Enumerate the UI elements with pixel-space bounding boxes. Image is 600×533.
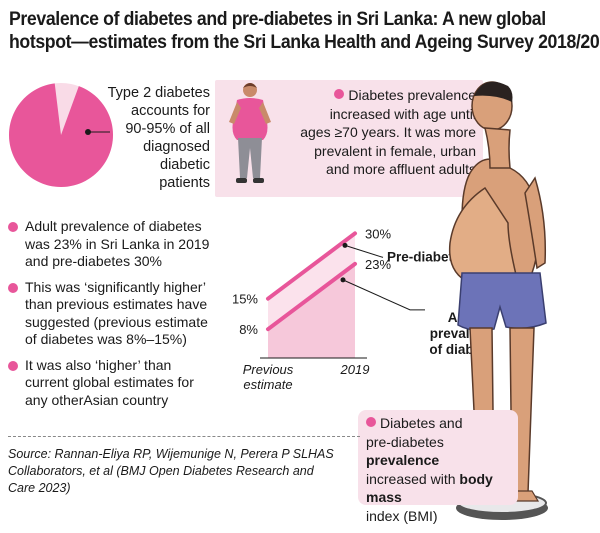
pie-slice-type2	[9, 83, 114, 187]
area-under-diabetes	[268, 263, 355, 358]
list-item-line: current global estimates for	[25, 374, 194, 390]
bmi-info-line-text: Diabetes and	[380, 415, 463, 431]
list-item-line: of diabetes was 8%–15%)	[25, 331, 187, 347]
age-info-line: prevalent in female, urban	[314, 142, 476, 159]
pie-caption-line: 90-95% of all	[125, 121, 210, 137]
pie-caption-line: diabetic	[160, 157, 210, 173]
list-item: This was ‘significantly higher’ than pre…	[8, 279, 238, 349]
series-line-pre-diabetes	[266, 231, 357, 301]
list-item-line: It was also ‘higher’ than	[25, 356, 172, 373]
bmi-text-bold: prevalence	[366, 452, 440, 468]
bmi-info-text: Diabetes and pre-diabetes prevalence inc…	[366, 414, 516, 525]
pie-caption-line: accounts for	[131, 103, 210, 119]
bullet-dot	[8, 282, 18, 293]
key-findings-list: Adult prevalence of diabetes was 23% in …	[8, 218, 238, 417]
list-item-line: Adult prevalence of diabetes	[25, 218, 202, 234]
source-line: Collaborators, et al (BMJ Open Diabetes …	[8, 464, 314, 478]
bmi-text-part: pre-diabetes	[366, 433, 444, 450]
age-info-line: ages ≥70 years. It was more	[300, 124, 476, 140]
data-label: 15%	[232, 292, 258, 307]
bullet-dot	[8, 360, 18, 371]
x-tick-label: Previous	[243, 362, 294, 377]
bmi-info-line: pre-diabetes prevalence	[366, 433, 516, 470]
pie-caption-line: patients	[159, 175, 210, 191]
prevalence-chart: 15%30%8%23%Pre-diabetesAdultprevalenceof…	[232, 226, 480, 392]
bullet-dot	[366, 417, 376, 427]
list-item: Adult prevalence of diabetes was 23% in …	[8, 218, 238, 271]
series-label: Pre-diabetes	[387, 249, 468, 264]
list-item-line: and pre-diabetes 30%	[25, 253, 162, 269]
list-item-line: was 23% in Sri Lanka in 2019	[25, 235, 210, 252]
source-line: Source: Rannan-Eliya RP, Wijemunige N, P…	[8, 447, 334, 461]
divider	[8, 436, 360, 437]
bmi-text-bold: body mass	[366, 470, 493, 506]
age-info-line: Diabetes prevalence	[290, 86, 476, 105]
pie-caption: Type 2 diabetes accounts for 90-95% of a…	[90, 84, 210, 192]
data-label: 30%	[365, 226, 391, 241]
page-title: Prevalence of diabetes and pre-diabetes …	[9, 8, 600, 54]
series-label-pointer-dot	[342, 242, 348, 248]
pie-caption-line: diagnosed	[143, 139, 210, 155]
title-line-2: hotspot—estimates from the Sri Lanka Hea…	[9, 32, 600, 53]
data-label: 8%	[239, 322, 258, 337]
series-label-pointer-dot	[340, 277, 346, 283]
list-item-line: any otherAsian country	[25, 391, 169, 408]
data-label: 23%	[365, 257, 391, 272]
x-tick-label: 2019	[340, 362, 370, 377]
bmi-info-line: increased with body mass	[366, 470, 516, 507]
list-item-line: than previous estimates have	[25, 296, 208, 312]
source-line: Care 2023)	[8, 481, 71, 495]
bmi-info-line: index (BMI)	[366, 507, 438, 524]
series-label: prevalence	[430, 326, 480, 341]
series-line-diabetes	[266, 261, 357, 332]
pie-caption-line: Type 2 diabetes	[107, 85, 210, 101]
series-label-pointer	[342, 279, 425, 311]
bmi-info-panel	[358, 410, 518, 505]
x-tick-label: estimate	[243, 377, 292, 392]
bullet-dot	[8, 222, 18, 232]
series-label-pointer	[344, 244, 384, 258]
bmi-text-part: increased with	[366, 470, 460, 487]
woman-figure-icon	[229, 83, 271, 183]
source-citation: Source: Rannan-Eliya RP, Wijemunige N, P…	[8, 446, 353, 497]
list-item-line: suggested (previous estimate	[25, 313, 208, 330]
pie-chart	[9, 83, 114, 187]
list-item: It was also ‘higher’ than current global…	[8, 357, 238, 410]
age-info-text: Diabetes prevalence increased with age u…	[290, 86, 476, 179]
series-label: of diabetes	[429, 342, 480, 357]
age-info-line-text: Diabetes prevalence	[348, 87, 476, 103]
title-line-1: Prevalence of diabetes and pre-diabetes …	[9, 9, 546, 30]
bmi-info-line: Diabetes and	[366, 414, 516, 433]
list-item-line: This was ‘significantly higher’	[25, 278, 207, 295]
age-info-line: increased with age until	[329, 105, 476, 122]
age-info-line: and more affluent adults	[326, 161, 476, 177]
bullet-dot	[334, 89, 345, 99]
area-between-series	[268, 233, 355, 330]
pie-pointer-dot	[85, 129, 91, 135]
